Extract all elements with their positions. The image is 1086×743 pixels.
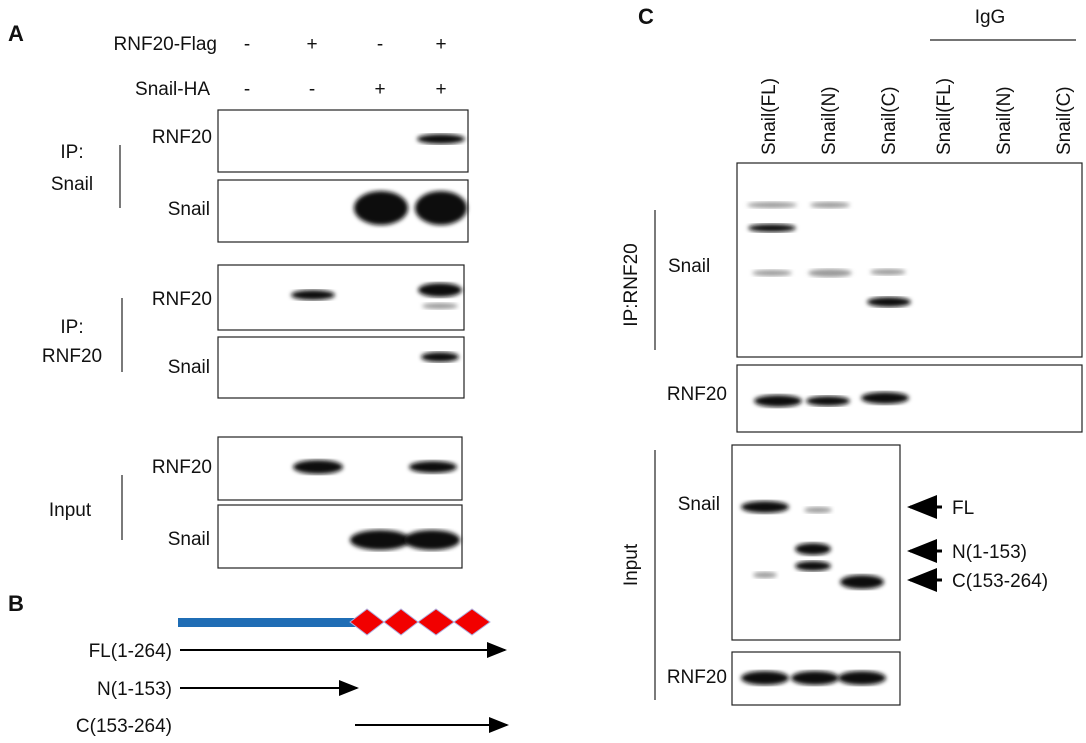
blot-label: RNF20 (152, 457, 212, 478)
group-label: Snail (51, 174, 93, 195)
blot-label: Snail (668, 256, 710, 277)
blot-box (217, 109, 469, 569)
igg-label: IgG (975, 7, 1006, 28)
marker-arrows (907, 495, 942, 592)
lane-label: Snail(FL) (934, 78, 955, 155)
blot-label: Snail (168, 357, 210, 378)
blot-label: RNF20 (667, 384, 727, 405)
panel-label: B (8, 591, 24, 616)
marker-label: N(1-153) (952, 542, 1027, 563)
lane-label: Snail(C) (879, 86, 900, 155)
blot-label: RNF20 (667, 667, 727, 688)
construct-label: FL(1-264) (89, 641, 172, 662)
lane-label: Snail(N) (994, 86, 1015, 155)
blot-label: Snail (168, 529, 210, 550)
sign: - (377, 34, 383, 55)
sign: + (374, 79, 385, 100)
group-label: IP: (60, 317, 83, 338)
marker-label: FL (952, 498, 974, 519)
panel-label: A (8, 21, 24, 46)
blot-label: Snail (678, 494, 720, 515)
construct-label: C(153-264) (76, 716, 172, 737)
group-label: RNF20 (42, 346, 102, 367)
group-label: Input (49, 500, 92, 521)
blot-label: RNF20 (152, 127, 212, 148)
panel-label: C (638, 4, 654, 29)
sign: - (244, 34, 250, 55)
blot-label: Snail (168, 199, 210, 220)
condition-label: RNF20-Flag (114, 34, 217, 55)
group-label: IP:RNF20 (621, 243, 642, 326)
blot-label: RNF20 (152, 289, 212, 310)
sign: - (244, 79, 250, 100)
marker-label: C(153-264) (952, 571, 1048, 592)
construct-label: N(1-153) (97, 679, 172, 700)
sign: + (306, 34, 317, 55)
group-label: IP: (60, 142, 83, 163)
lane-label: Snail(C) (1054, 86, 1075, 155)
lane-label: Snail(N) (819, 86, 840, 155)
domain-diagram (178, 608, 509, 733)
sign: + (435, 34, 446, 55)
lane-label: Snail(FL) (759, 78, 780, 155)
sign: + (435, 79, 446, 100)
blot-box (731, 162, 1083, 706)
sign: - (309, 79, 315, 100)
condition-label: Snail-HA (135, 79, 210, 100)
group-label: Input (621, 543, 642, 586)
